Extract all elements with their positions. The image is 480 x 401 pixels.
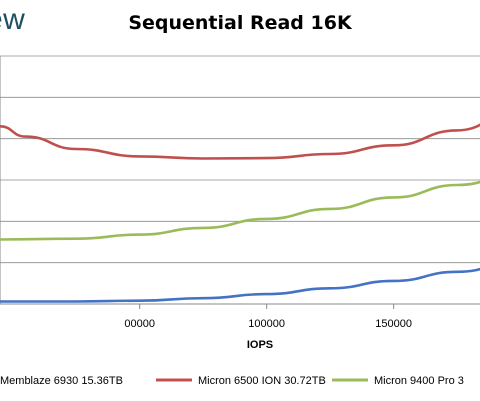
series-line-2 xyxy=(0,180,480,241)
legend-label-0: Memblaze 6930 15.36TB xyxy=(0,375,123,387)
x-tick-label-2: 150000 xyxy=(375,318,412,330)
chart-title: Sequential Read 16K xyxy=(128,12,352,34)
legend: Memblaze 6930 15.36TB Micron 6500 ION 30.… xyxy=(0,375,464,387)
series-line-0 xyxy=(0,267,480,303)
x-tick-label-1: 100000 xyxy=(248,318,285,330)
x-axis-label: IOPS xyxy=(247,339,273,351)
x-ticks: 00000100000150000200000 xyxy=(124,304,412,330)
legend-label-2: Micron 9400 Pro 3 xyxy=(374,375,464,387)
legend-label-1: Micron 6500 ION 30.72TB xyxy=(198,375,326,387)
series-lines xyxy=(0,123,480,303)
x-tick-label-0: 00000 xyxy=(124,318,155,330)
series-line-1 xyxy=(0,123,480,160)
brand-logo-text: ew xyxy=(0,3,26,36)
